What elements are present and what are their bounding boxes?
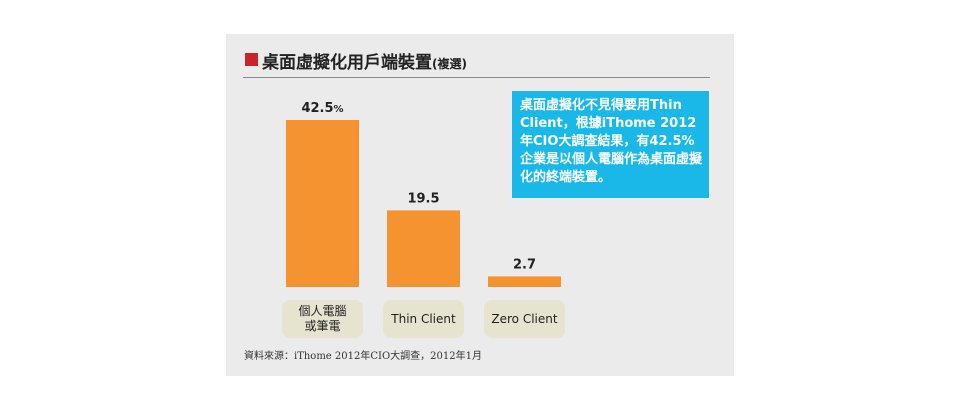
- callout-box: 桌面虛擬化不見得要用Thin Client，根據iThome 2012年CIO大…: [512, 91, 709, 198]
- chart-title-note: (複選): [432, 57, 467, 71]
- bar-0: [286, 120, 359, 287]
- category-label-0: 個人電腦 或筆電: [282, 300, 363, 338]
- bar-value-label-1: 19.5: [407, 191, 439, 206]
- category-label-1: Thin Client: [383, 300, 464, 338]
- title-divider: [243, 77, 710, 78]
- bar-value-label-2: 2.7: [513, 257, 536, 272]
- bar-1: [387, 210, 460, 287]
- bar-value-label-0: 42.5%: [301, 101, 343, 116]
- source-note: 資料來源：iThome 2012年CIO大調查，2012年1月: [244, 351, 482, 362]
- bar-2: [488, 276, 561, 287]
- category-label-2: Zero Client: [484, 300, 565, 338]
- chart-title-text: 桌面虛擬化用戶端裝置: [262, 53, 432, 73]
- chart-title: 桌面虛擬化用戶端裝置(複選): [262, 48, 467, 73]
- title-marker: [245, 53, 258, 66]
